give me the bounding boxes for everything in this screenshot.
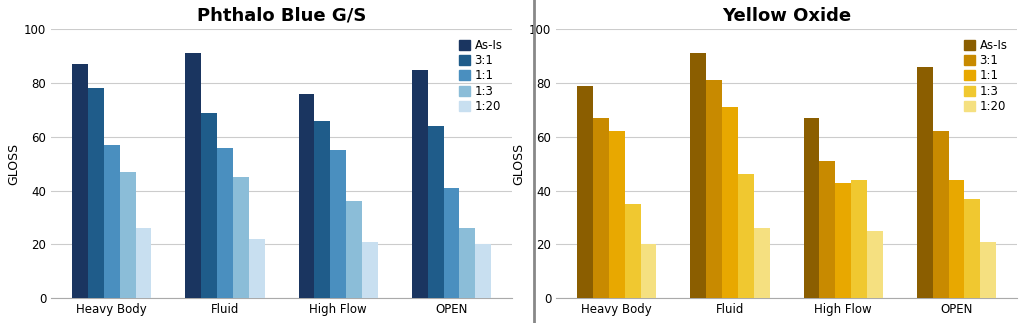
Bar xyxy=(690,54,707,298)
Bar xyxy=(460,228,475,298)
Bar xyxy=(135,228,152,298)
Bar xyxy=(72,64,88,298)
Bar xyxy=(185,54,202,298)
Bar xyxy=(362,242,378,298)
Bar xyxy=(217,148,232,298)
Bar xyxy=(722,107,738,298)
Bar xyxy=(314,121,331,298)
Title: Phthalo Blue G/S: Phthalo Blue G/S xyxy=(197,7,367,25)
Bar xyxy=(836,182,851,298)
Bar xyxy=(738,174,754,298)
Bar xyxy=(412,70,428,298)
Bar xyxy=(980,242,996,298)
Bar xyxy=(867,231,883,298)
Bar xyxy=(593,118,609,298)
Legend: As-Is, 3:1, 1:1, 1:3, 1:20: As-Is, 3:1, 1:1, 1:3, 1:20 xyxy=(961,35,1011,117)
Bar xyxy=(819,161,836,298)
Bar xyxy=(754,228,770,298)
Bar xyxy=(249,239,264,298)
Bar xyxy=(120,172,135,298)
Y-axis label: GLOSS: GLOSS xyxy=(512,143,525,185)
Bar xyxy=(965,199,980,298)
Bar xyxy=(88,89,103,298)
Bar xyxy=(707,80,722,298)
Bar xyxy=(475,245,492,298)
Bar xyxy=(933,131,948,298)
Bar xyxy=(578,86,593,298)
Bar xyxy=(232,177,249,298)
Bar xyxy=(331,150,346,298)
Bar xyxy=(948,180,965,298)
Bar xyxy=(443,188,460,298)
Bar xyxy=(804,118,819,298)
Bar xyxy=(103,145,120,298)
Bar xyxy=(609,131,625,298)
Bar xyxy=(346,201,362,298)
Y-axis label: GLOSS: GLOSS xyxy=(7,143,19,185)
Bar xyxy=(851,180,867,298)
Bar xyxy=(299,94,314,298)
Bar xyxy=(641,245,656,298)
Legend: As-Is, 3:1, 1:1, 1:3, 1:20: As-Is, 3:1, 1:1, 1:3, 1:20 xyxy=(456,35,506,117)
Title: Yellow Oxide: Yellow Oxide xyxy=(722,7,851,25)
Bar xyxy=(625,204,641,298)
Bar xyxy=(202,113,217,298)
Bar xyxy=(916,67,933,298)
Bar xyxy=(428,126,443,298)
